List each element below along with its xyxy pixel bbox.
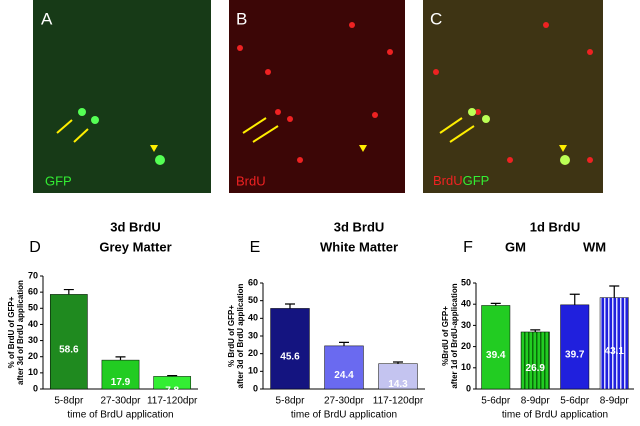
merge-cells [468,108,570,165]
value-label: 39.4 [486,350,506,361]
y-tick-label: 70 [28,270,38,280]
y-axis-label: %BrdU of GFP+ [441,306,450,366]
brdu-nuclei [237,22,593,163]
error-bar [569,293,580,305]
y-tick-label: 30 [28,335,38,345]
error-bar [393,361,403,364]
image-merge [423,0,603,193]
y-tick-label: 50 [461,277,471,287]
gfp-cells [78,108,165,165]
x-tick-label: 5-6dpr [560,396,590,407]
y-tick-label: 40 [248,313,258,323]
panel-letter: E [250,239,261,256]
value-label: 7.8 [165,385,179,396]
image-caption: GFP [45,173,72,188]
y-tick-label: 30 [248,330,258,340]
value-label: 58.6 [59,344,79,355]
panel-letter: D [29,239,41,256]
y-tick-label: 10 [461,362,471,372]
bar [49,294,88,390]
value-label: 39.7 [565,350,585,361]
value-label: 17.9 [111,377,131,388]
value-label: 24.4 [334,370,354,381]
panel-letter: B [236,9,247,28]
panel-letter: A [41,9,53,28]
x-tick-label: 27-30dpr [100,396,141,407]
x-tick-label: 27-30dpr [324,396,365,407]
value-label: 14.3 [388,379,408,390]
y-tick-label: 30 [461,320,471,330]
image-caption: BrdU [236,173,266,188]
y-tick-label: 10 [28,367,38,377]
x-tick-label: 117-120dpr [147,396,198,407]
x-tick-label: 117-120dpr [373,396,424,407]
y-tick-label: 60 [28,287,38,297]
y-axis-label: after 1d of BrdU-application [450,283,459,388]
x-axis-label: time of BrdU application [67,410,173,421]
y-axis-label: % BrdU of GFP+ [227,305,236,367]
y-tick-label: 40 [461,299,471,309]
caption-part: GFP [463,173,490,188]
bar [270,308,310,390]
y-tick-label: 40 [28,319,38,329]
error-bar [167,375,178,377]
panel-letter: F [463,239,473,256]
y-tick-label: 20 [248,348,258,358]
chart-subtitle: White Matter [320,239,398,254]
x-tick-label: 5-8dpr [54,396,84,407]
caption-part: BrdU [433,173,463,188]
y-tick-label: 20 [28,351,38,361]
x-tick-label: 5-8dpr [276,396,306,407]
error-bar [490,302,501,306]
chart-subtitle: Grey Matter [99,239,171,254]
image-gfp [33,0,211,193]
y-tick-label: 0 [253,383,258,393]
error-bar [609,285,620,298]
x-tick-label: 8-9dpr [521,396,551,407]
error-bar [115,356,126,361]
x-tick-label: 8-9dpr [600,396,630,407]
error-bar [285,303,295,309]
y-axis-label: after 3d of BrdU application [236,283,245,388]
y-axis-label: % of BrdU of GFP+ [7,296,16,368]
error-bar [339,341,349,346]
image-caption: BrdUGFP [433,173,489,188]
chart-title: 3d BrdU [110,219,161,234]
error-bar [63,288,74,295]
value-label: 43.1 [605,346,625,357]
group-label: GM [505,239,526,254]
x-axis-label: time of BrdU application [291,410,397,421]
arrows [56,117,567,152]
y-axis-label: after 3d of BrdU application [16,280,25,385]
x-axis-label: time of BrdU application [502,410,608,421]
chart-title: 1d BrdU [530,219,581,234]
y-tick-label: 50 [28,303,38,313]
panel-letter: C [430,9,442,28]
y-tick-label: 60 [248,277,258,287]
group-label: WM [583,239,606,254]
bar [599,297,629,390]
chart-title: 3d BrdU [334,219,385,234]
error-bar [530,329,541,332]
value-label: 26.9 [526,363,546,374]
bar [520,331,550,390]
y-tick-label: 0 [466,383,471,393]
y-tick-label: 10 [248,366,258,376]
image-brdu [229,0,405,193]
x-tick-label: 5-6dpr [481,396,511,407]
bar [481,305,511,390]
bar [324,345,364,390]
y-tick-label: 50 [248,295,258,305]
y-tick-label: 0 [33,383,38,393]
value-label: 45.6 [280,351,300,362]
y-tick-label: 20 [461,341,471,351]
micrographs: A B C GFP BrdU BrdUGFP [33,0,603,193]
bar [560,304,590,390]
bar [378,363,418,390]
